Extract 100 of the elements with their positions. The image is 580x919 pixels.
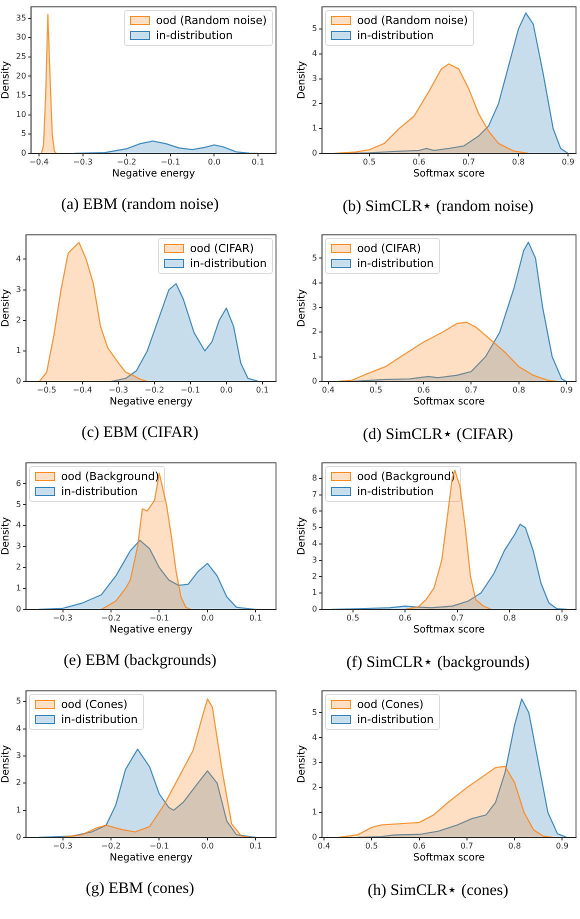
x-tick-label: −0.1 xyxy=(150,613,169,622)
y-tick-label: 2 xyxy=(312,572,318,581)
y-tick-label: 5 xyxy=(312,24,318,34)
y-axis-title: Density xyxy=(0,517,12,556)
x-tick-label: −0.4 xyxy=(29,157,49,166)
y-tick-label: 0 xyxy=(16,832,22,842)
y-tick-label: 0 xyxy=(312,832,318,842)
x-axis-title: Softmax score xyxy=(413,396,485,408)
x-tick-label: 0.1 xyxy=(249,613,262,622)
x-axis-title: Softmax score xyxy=(413,852,485,864)
y-tick-label: 4 xyxy=(312,278,318,287)
legend-label: ood (Cones) xyxy=(357,698,424,711)
text: (a) EBM (random noise) xyxy=(60,196,220,214)
y-tick-label: 0 xyxy=(312,376,318,386)
y-tick-label: 35 xyxy=(16,13,26,22)
x-tick-label: 0.4 xyxy=(318,841,330,850)
x-tick-label: 0.9 xyxy=(556,613,568,622)
legend-label: in-distribution xyxy=(357,256,434,270)
y-tick-label: 5 xyxy=(21,129,26,138)
legend-label: in-distribution xyxy=(190,256,267,270)
x-axis-title: Negative energy xyxy=(112,168,196,180)
y-tick-label: 15 xyxy=(16,90,26,100)
y-tick-label: 4 xyxy=(16,724,22,733)
y-tick-label: 30 xyxy=(16,32,26,42)
legend-label: in-distribution xyxy=(357,28,434,42)
text: (b) SimCLR⋆ (random noise) xyxy=(342,197,534,216)
y-tick-label: 25 xyxy=(16,52,26,62)
y-tick-label: 10 xyxy=(16,110,26,119)
y-tick-label: 2 xyxy=(16,562,22,572)
y-tick-label: 5 xyxy=(312,522,318,532)
x-tick-label: 0.7 xyxy=(464,385,478,394)
x-tick-label: 0.7 xyxy=(462,157,476,166)
x-tick-label: −0.1 xyxy=(180,385,200,394)
legend-label: in-distribution xyxy=(357,484,434,498)
x-axis-title: Softmax score xyxy=(413,168,485,180)
text: (d) SimCLR⋆ (CIFAR) xyxy=(362,425,514,444)
x-tick-label: 0.0 xyxy=(208,157,221,166)
y-tick-label: 8 xyxy=(312,474,318,483)
text: (f) SimCLR⋆ (backgrounds) xyxy=(345,653,531,672)
y-tick-label: 3 xyxy=(16,284,22,294)
y-axis-title: Density xyxy=(0,61,12,100)
y-tick-label: 3 xyxy=(312,555,318,564)
y-axis-title: Density xyxy=(296,61,308,100)
y-tick-label: 2 xyxy=(312,782,318,792)
legend-label: ood (Cones) xyxy=(61,698,128,711)
y-tick-label: 4 xyxy=(312,49,318,58)
legend-label: in-distribution xyxy=(357,712,434,726)
x-tick-label: 0.7 xyxy=(451,613,464,622)
y-tick-label: 0 xyxy=(312,148,318,158)
x-tick-label: 0.8 xyxy=(508,841,521,850)
text: (h) SimCLR⋆ (cones) xyxy=(366,881,510,900)
x-tick-label: 0.0 xyxy=(201,841,214,850)
legend-label: ood (Random noise) xyxy=(357,14,468,27)
y-tick-label: 5 xyxy=(312,708,318,717)
legend-label: ood (Random noise) xyxy=(156,14,267,27)
x-tick-label: −0.2 xyxy=(101,841,121,850)
y-tick-label: 1 xyxy=(312,352,318,361)
x-tick-label: 0.9 xyxy=(556,841,569,850)
y-tick-label: 3 xyxy=(312,758,318,767)
legend-label: in-distribution xyxy=(61,484,138,498)
x-tick-label: −0.3 xyxy=(73,157,93,166)
y-tick-label: 2 xyxy=(16,778,22,788)
x-tick-label: 0.0 xyxy=(201,613,214,622)
y-tick-label: 0 xyxy=(21,148,26,158)
y-tick-label: 1 xyxy=(312,124,318,133)
text: (e) EBM (backgrounds) xyxy=(62,652,218,670)
y-tick-label: 0 xyxy=(16,604,22,614)
y-tick-label: 2 xyxy=(312,98,318,108)
y-axis-title: Density xyxy=(0,745,12,784)
x-tick-label: 0.8 xyxy=(512,385,526,394)
y-tick-label: 5 xyxy=(312,253,318,262)
y-tick-label: 4 xyxy=(312,539,318,548)
x-tick-label: 0.8 xyxy=(503,613,516,622)
x-tick-label: 0.6 xyxy=(412,157,426,166)
x-axis-title: Negative energy xyxy=(110,852,193,864)
y-tick-label: 0 xyxy=(16,376,22,386)
legend-label: in-distribution xyxy=(156,28,233,42)
y-axis-title: Density xyxy=(296,517,308,556)
y-tick-label: 3 xyxy=(16,542,22,551)
y-tick-label: 5 xyxy=(16,500,22,509)
y-tick-label: 3 xyxy=(312,302,318,312)
legend-label: in-distribution xyxy=(61,712,138,726)
x-tick-label: 0.1 xyxy=(249,841,262,850)
x-tick-label: 0.5 xyxy=(346,613,360,622)
y-tick-label: 1 xyxy=(16,805,22,814)
legend-label: ood (CIFAR) xyxy=(190,242,254,255)
x-axis-title: Negative energy xyxy=(110,624,193,636)
x-tick-label: 0.6 xyxy=(398,613,412,622)
x-tick-label: 0.9 xyxy=(562,157,574,166)
x-tick-label: 0.1 xyxy=(252,157,264,166)
y-tick-label: 1 xyxy=(16,584,22,593)
x-tick-label: 0.1 xyxy=(256,385,269,394)
y-axis-title: Density xyxy=(296,745,308,784)
y-tick-label: 1 xyxy=(16,346,22,355)
y-tick-label: 5 xyxy=(16,696,22,706)
x-axis-title: Negative energy xyxy=(110,396,193,408)
x-tick-label: 0.5 xyxy=(370,385,382,394)
x-tick-label: −0.3 xyxy=(108,385,128,394)
y-tick-label: 7 xyxy=(312,490,318,499)
x-tick-label: −0.2 xyxy=(144,385,164,394)
